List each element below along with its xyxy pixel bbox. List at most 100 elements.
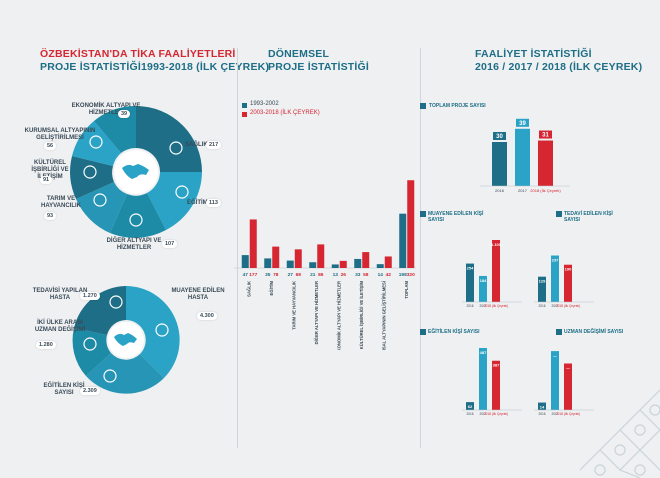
periodic-bar [384,256,392,268]
col2-title-line2: PROJE İSTATİSTİĞİ [268,61,370,73]
small-category-label: 2016 [466,412,473,416]
small2-title: TEDAVİ EDİLEN KİŞİ SAYISI [564,211,613,223]
small-bar [551,351,559,410]
periodic-category-label: SAĞLIK [246,281,251,297]
donut1-value-education: 113 [206,199,221,207]
col1-title-blue: PROJE İSTATİSTİĞİ1993-2018 (İLK ÇEYREK) [40,61,270,73]
small-value-label: 254 [467,266,474,271]
total-bar [515,128,530,186]
small-value-label: 14 [540,405,545,410]
col2-title-line1: DÖNEMSEL [268,48,330,60]
legend-swatch-series2 [242,112,247,117]
periodic-value-label: 320 [407,272,415,278]
periodic-bar [362,252,370,268]
small-category-label: 2017 [551,412,558,416]
small-category-label: 2018 (İlk Çeyrek) [556,411,580,416]
periodic-value-label: 78 [273,272,279,278]
donut1-value-other: 107 [162,240,178,248]
periodic-category-label: EKONOMİK ALTYAPI VE HİZMETLER [336,281,341,350]
periodic-value-label: 42 [386,272,392,278]
small-bar [538,402,546,410]
small2-swatch [556,211,562,217]
small-bar [492,360,500,410]
donut-chart-projects [70,105,202,238]
donut2-label-treated: TEDAVİSİ YAPILAN HASTA [32,288,88,301]
periodic-category-label: TARIM VE HAYVANCILIK [291,281,296,330]
total-category-label: 2017 [518,188,528,193]
periodic-bar [407,180,415,268]
periodic-bar [331,264,339,268]
periodic-bar [354,258,362,268]
donut2-label-trained: EĞİTİLEN KİŞİ SAYISI [43,383,85,396]
legend-label-series1: 1993-2002 [250,101,279,107]
periodic-category-label: DİĞER ALTYAPI VE HİZMETLER [314,281,319,344]
donut2-label-exchange: İKİ ÜLKE ARASI UZMAN DEĞİŞİMİ [34,320,86,333]
periodic-value-label: 86 [318,272,324,278]
small-bar [551,255,559,302]
small-bar [564,363,572,410]
small-category-label: 2018 (İlk Çeyrek) [556,303,580,308]
small3-title: EĞİTİLEN KİŞİ SAYISI [428,329,480,335]
donut2-value-treated: 1.270 [80,292,100,300]
small-category-label: 2018 (İlk Çeyrek) [484,303,508,308]
periodic-bar [249,219,257,268]
donut2-value-examined: 4.300 [197,312,217,320]
periodic-value-label: 198 [399,272,407,278]
total-value-badge [516,118,529,127]
trained-bar-chart: 62 2016 487 2017 387 2018 (İlk Çeyrek) [462,348,522,416]
periodic-bar [309,262,317,268]
total-value-label: 30 [496,134,503,140]
total-chart-swatch [420,103,426,109]
small-bar [466,263,474,302]
small-value-label: 1.100 [491,242,502,247]
total-category-label: 2016 [495,188,505,193]
donut2-value-exchange: 1.280 [36,341,56,349]
periodic-value-label: 47 [243,272,249,278]
periodic-bar [399,213,407,268]
periodic-bar [272,246,280,268]
periodic-value-label: 33 [355,272,361,278]
small-value-label: — [566,366,570,371]
small-value-label: 487 [480,350,487,355]
small-value-label: — [553,353,557,358]
periodic-category-label: TOPLAM [404,280,409,298]
periodic-value-label: 21 [310,272,316,278]
total-value-label: 39 [519,121,526,127]
small-bar [466,402,474,410]
small-category-label: 2017 [479,412,486,416]
small-category-label: 2016 [538,412,545,416]
small-bar [479,275,487,302]
small-category-label: 2016 [538,304,545,308]
donut1-label-institutional: KURUMSAL ALTYAPININ GELİŞTİRİLMESİ [24,128,96,141]
periodic-bar [317,244,325,268]
small3-swatch [420,329,426,335]
legend-swatch-series1 [242,103,247,108]
small-value-label: 237 [552,258,559,263]
donut1-label-education: EĞİTİM [187,200,208,206]
small1-title: MUAYENE EDİLEN KİŞİ SAYISI [428,211,484,223]
donut1-value-institutional: 56 [44,142,57,150]
donut1-label-economic: EKONOMİK ALTYAPI VE HİZMETLER [71,103,141,116]
small-category-label: 2018 (İlk Çeyrek) [484,411,508,416]
total-bar [538,140,553,186]
donut1-label-other: DİĞER ALTYAPI VE HİZMETLER [106,238,162,251]
small-category-label: 2017 [551,304,558,308]
periodic-value-label: 14 [378,272,384,278]
total-category-label: 2018 (İlk Çeyrek) [530,188,561,193]
periodic-bar [241,255,249,268]
small-value-label: 62 [468,404,473,409]
periodic-bar [339,260,347,268]
periodic-value-label: 13 [333,272,339,278]
column-divider [237,48,238,448]
small-bar [479,348,487,410]
col1-title-red: ÖZBEKİSTAN'DA TİKA FAALİYETLERİ [40,48,236,60]
periodic-value-label: 68 [296,272,302,278]
small-bar [564,264,572,302]
col3-title-line1: FAALİYET İSTATİSTİĞİ [475,48,592,60]
small-value-label: 190 [565,267,572,272]
small-value-label: 184 [480,278,487,283]
small1-swatch [420,211,426,217]
total-value-badge [493,132,506,140]
donut1-value-agriculture: 93 [44,212,57,220]
